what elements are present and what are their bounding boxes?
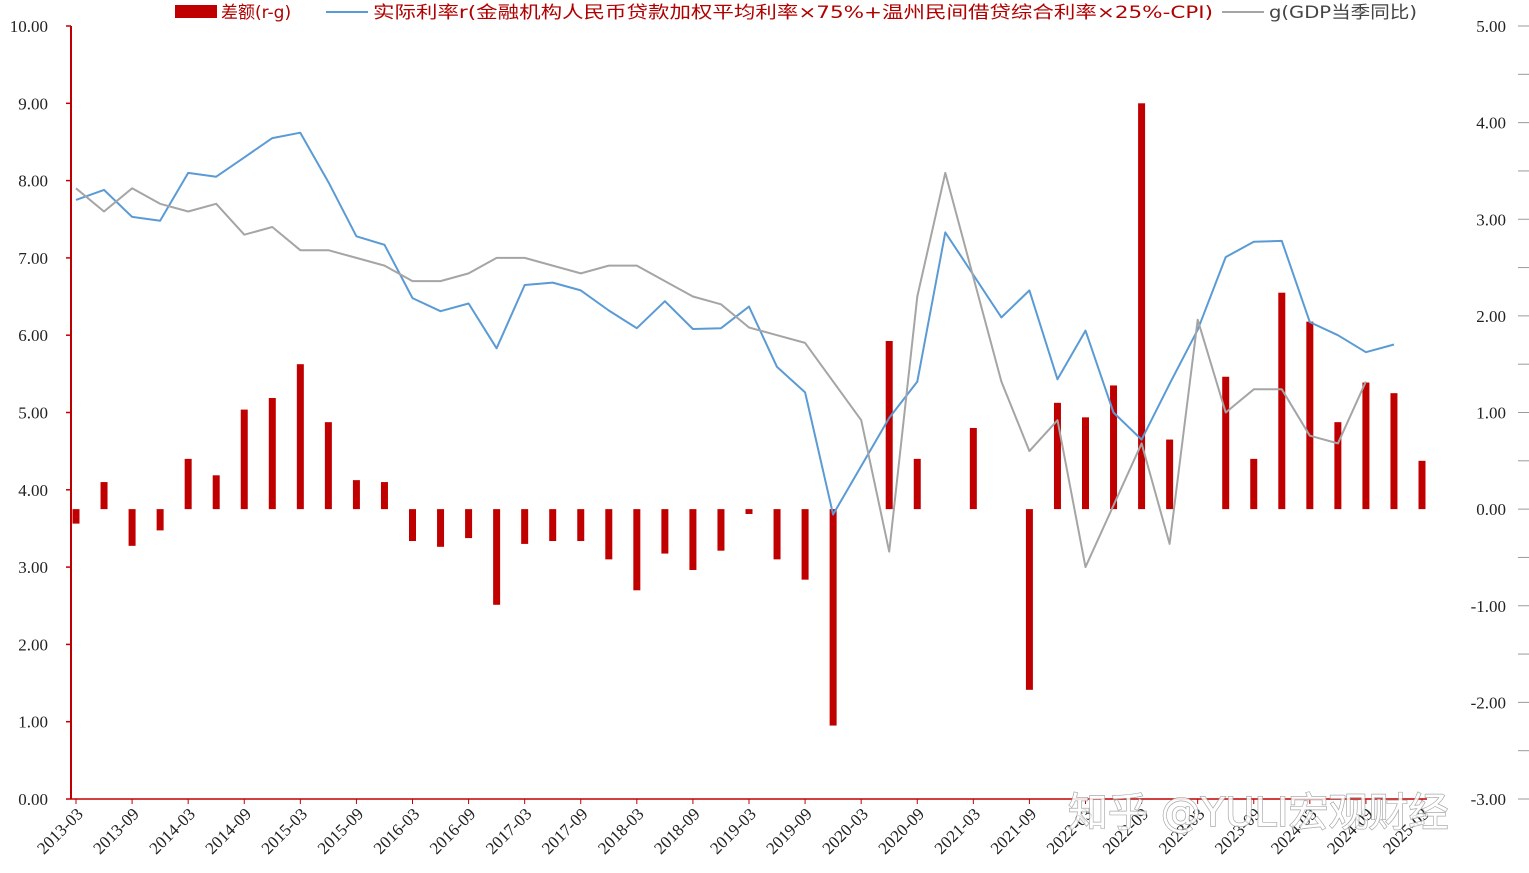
x-axis-tick-label: 2018-09	[650, 804, 704, 858]
bar-2013-06	[100, 482, 108, 510]
bar-2014-12	[268, 398, 276, 510]
bar-2023-09	[1250, 458, 1258, 510]
legend: 差额(r-g) 实际利率r(金融机构人民币贷款加权平均利率×75%+温州民间借贷…	[175, 3, 1417, 23]
bar-2014-09	[240, 409, 248, 510]
bar-2013-09	[128, 509, 136, 546]
left-axis-tick-label: 2.00	[18, 635, 48, 654]
legend-r-label: 实际利率r(金融机构人民币贷款加权平均利率×75%+温州民间借贷综合利率×25%…	[373, 3, 1213, 23]
bar-2023-12	[1278, 292, 1286, 510]
bar-2019-03	[745, 509, 753, 514]
line-gdp-growth-g	[75, 171, 1367, 569]
left-axis-tick-label: 3.00	[18, 558, 48, 577]
bar-2015-12	[380, 482, 388, 510]
bar-2022-12	[1166, 439, 1174, 510]
bar-2022-06	[1110, 385, 1118, 510]
x-axis-tick-label: 2013-03	[33, 804, 87, 858]
left-axis-tick-label: 0.00	[18, 790, 48, 809]
legend-bar-swatch	[175, 5, 217, 18]
x-axis-tick-label: 2015-09	[314, 804, 368, 858]
legend-g-label: g(GDP当季同比)	[1269, 3, 1417, 23]
left-axis-tick-label: 7.00	[18, 249, 48, 268]
legend-bar-label: 差额(r-g)	[221, 3, 291, 23]
right-axis-tick-label: 1.00	[1476, 404, 1506, 423]
bar-2016-03	[409, 509, 416, 542]
axes	[66, 25, 1427, 804]
bar-2024-12	[1390, 393, 1398, 510]
line-series	[75, 131, 1395, 569]
x-axis-tick-label: 2018-03	[594, 804, 648, 858]
x-axis-tick-label: 2015-03	[258, 804, 312, 858]
bar-2019-12	[829, 509, 837, 726]
bar-2013-12	[156, 509, 164, 531]
bar-2021-09	[1025, 509, 1033, 690]
x-axis-tick-label: 2013-09	[89, 804, 143, 858]
right-axis-tick-label: -1.00	[1471, 597, 1506, 616]
x-axis-tick-label: 2021-09	[987, 804, 1041, 858]
left-axis-tick-label: 1.00	[18, 713, 48, 732]
x-axis-tick-label: 2014-03	[145, 804, 199, 858]
left-axis-tick-label: 10.00	[10, 17, 48, 36]
bar-2017-06	[549, 509, 557, 542]
right-axis-tick-label: 5.00	[1476, 17, 1506, 36]
bar-2024-03	[1306, 321, 1314, 510]
right-axis-tick-label: 0.00	[1476, 500, 1506, 519]
bar-2018-06	[661, 509, 669, 554]
bar-2013-03	[72, 509, 80, 524]
bar-2017-09	[577, 509, 585, 542]
right-axis-tick-label: -3.00	[1471, 790, 1506, 809]
bar-2017-03	[521, 509, 529, 544]
left-axis-tick-label: 5.00	[18, 404, 48, 423]
bar-2022-09	[1138, 103, 1146, 510]
bar-2020-06	[885, 340, 893, 510]
x-axis-tick-label: 2016-03	[370, 804, 424, 858]
bar-2021-03	[969, 427, 977, 510]
left-axis-tick-label: 9.00	[18, 94, 48, 113]
watermark: 知乎 @YULI宏观财经	[1068, 790, 1449, 836]
right-axis-tick-label: -2.00	[1471, 693, 1506, 712]
left-axis-tick-label: 4.00	[18, 481, 48, 500]
bar-2024-09	[1362, 382, 1370, 510]
right-axis-tick-marks	[1518, 25, 1529, 800]
x-axis-tick-label: 2020-09	[875, 804, 929, 858]
bar-2014-03	[184, 458, 192, 510]
right-axis-tick-label: 4.00	[1476, 114, 1506, 133]
bar-2018-03	[633, 509, 641, 591]
bar-2019-06	[773, 509, 781, 560]
bar-2016-06	[437, 509, 445, 547]
left-axis-tick-label: 6.00	[18, 326, 48, 345]
x-axis-tick-label: 2017-09	[538, 804, 592, 858]
bar-2024-06	[1334, 422, 1342, 510]
line-real-rate-r	[75, 131, 1395, 516]
bar-2021-12	[1053, 402, 1061, 510]
x-axis-tick-label: 2017-03	[482, 804, 536, 858]
bar-2025-03	[1418, 460, 1426, 510]
left-axis-tick-labels: 0.00 1.00 2.00 3.00 4.00 5.00 6.00 7.00 8.00 9.00…	[10, 17, 48, 809]
bar-2016-09	[465, 509, 473, 539]
x-axis-tick-label: 2020-03	[818, 804, 872, 858]
x-axis-tick-label: 2021-03	[931, 804, 985, 858]
bar-2015-06	[324, 422, 332, 510]
bar-2020-09	[913, 458, 921, 510]
x-axis-tick-label: 2019-03	[706, 804, 760, 858]
x-axis-tick-label: 2014-09	[202, 804, 256, 858]
bar-2019-09	[801, 509, 809, 580]
right-axis-tick-label: 2.00	[1476, 307, 1506, 326]
bar-2015-03	[296, 364, 304, 510]
right-axis-tick-labels: -3.00 -2.00 -1.00 0.00 1.00 2.00 3.00 4.00 5.00	[1471, 17, 1506, 809]
bar-2017-12	[605, 509, 613, 560]
bar-2016-12	[493, 509, 501, 605]
x-axis-tick-label: 2016-09	[426, 804, 480, 858]
bar-series-r-minus-g	[72, 103, 1426, 726]
x-axis-tick-label: 2019-09	[762, 804, 816, 858]
right-axis-tick-label: 3.00	[1476, 210, 1506, 229]
bar-2014-06	[212, 475, 220, 510]
bar-2015-09	[352, 480, 360, 510]
bar-2023-06	[1222, 376, 1230, 510]
bar-2022-03	[1082, 417, 1089, 510]
bar-2018-09	[689, 509, 697, 570]
left-axis-tick-label: 8.00	[18, 172, 48, 191]
bar-2018-12	[717, 509, 725, 551]
